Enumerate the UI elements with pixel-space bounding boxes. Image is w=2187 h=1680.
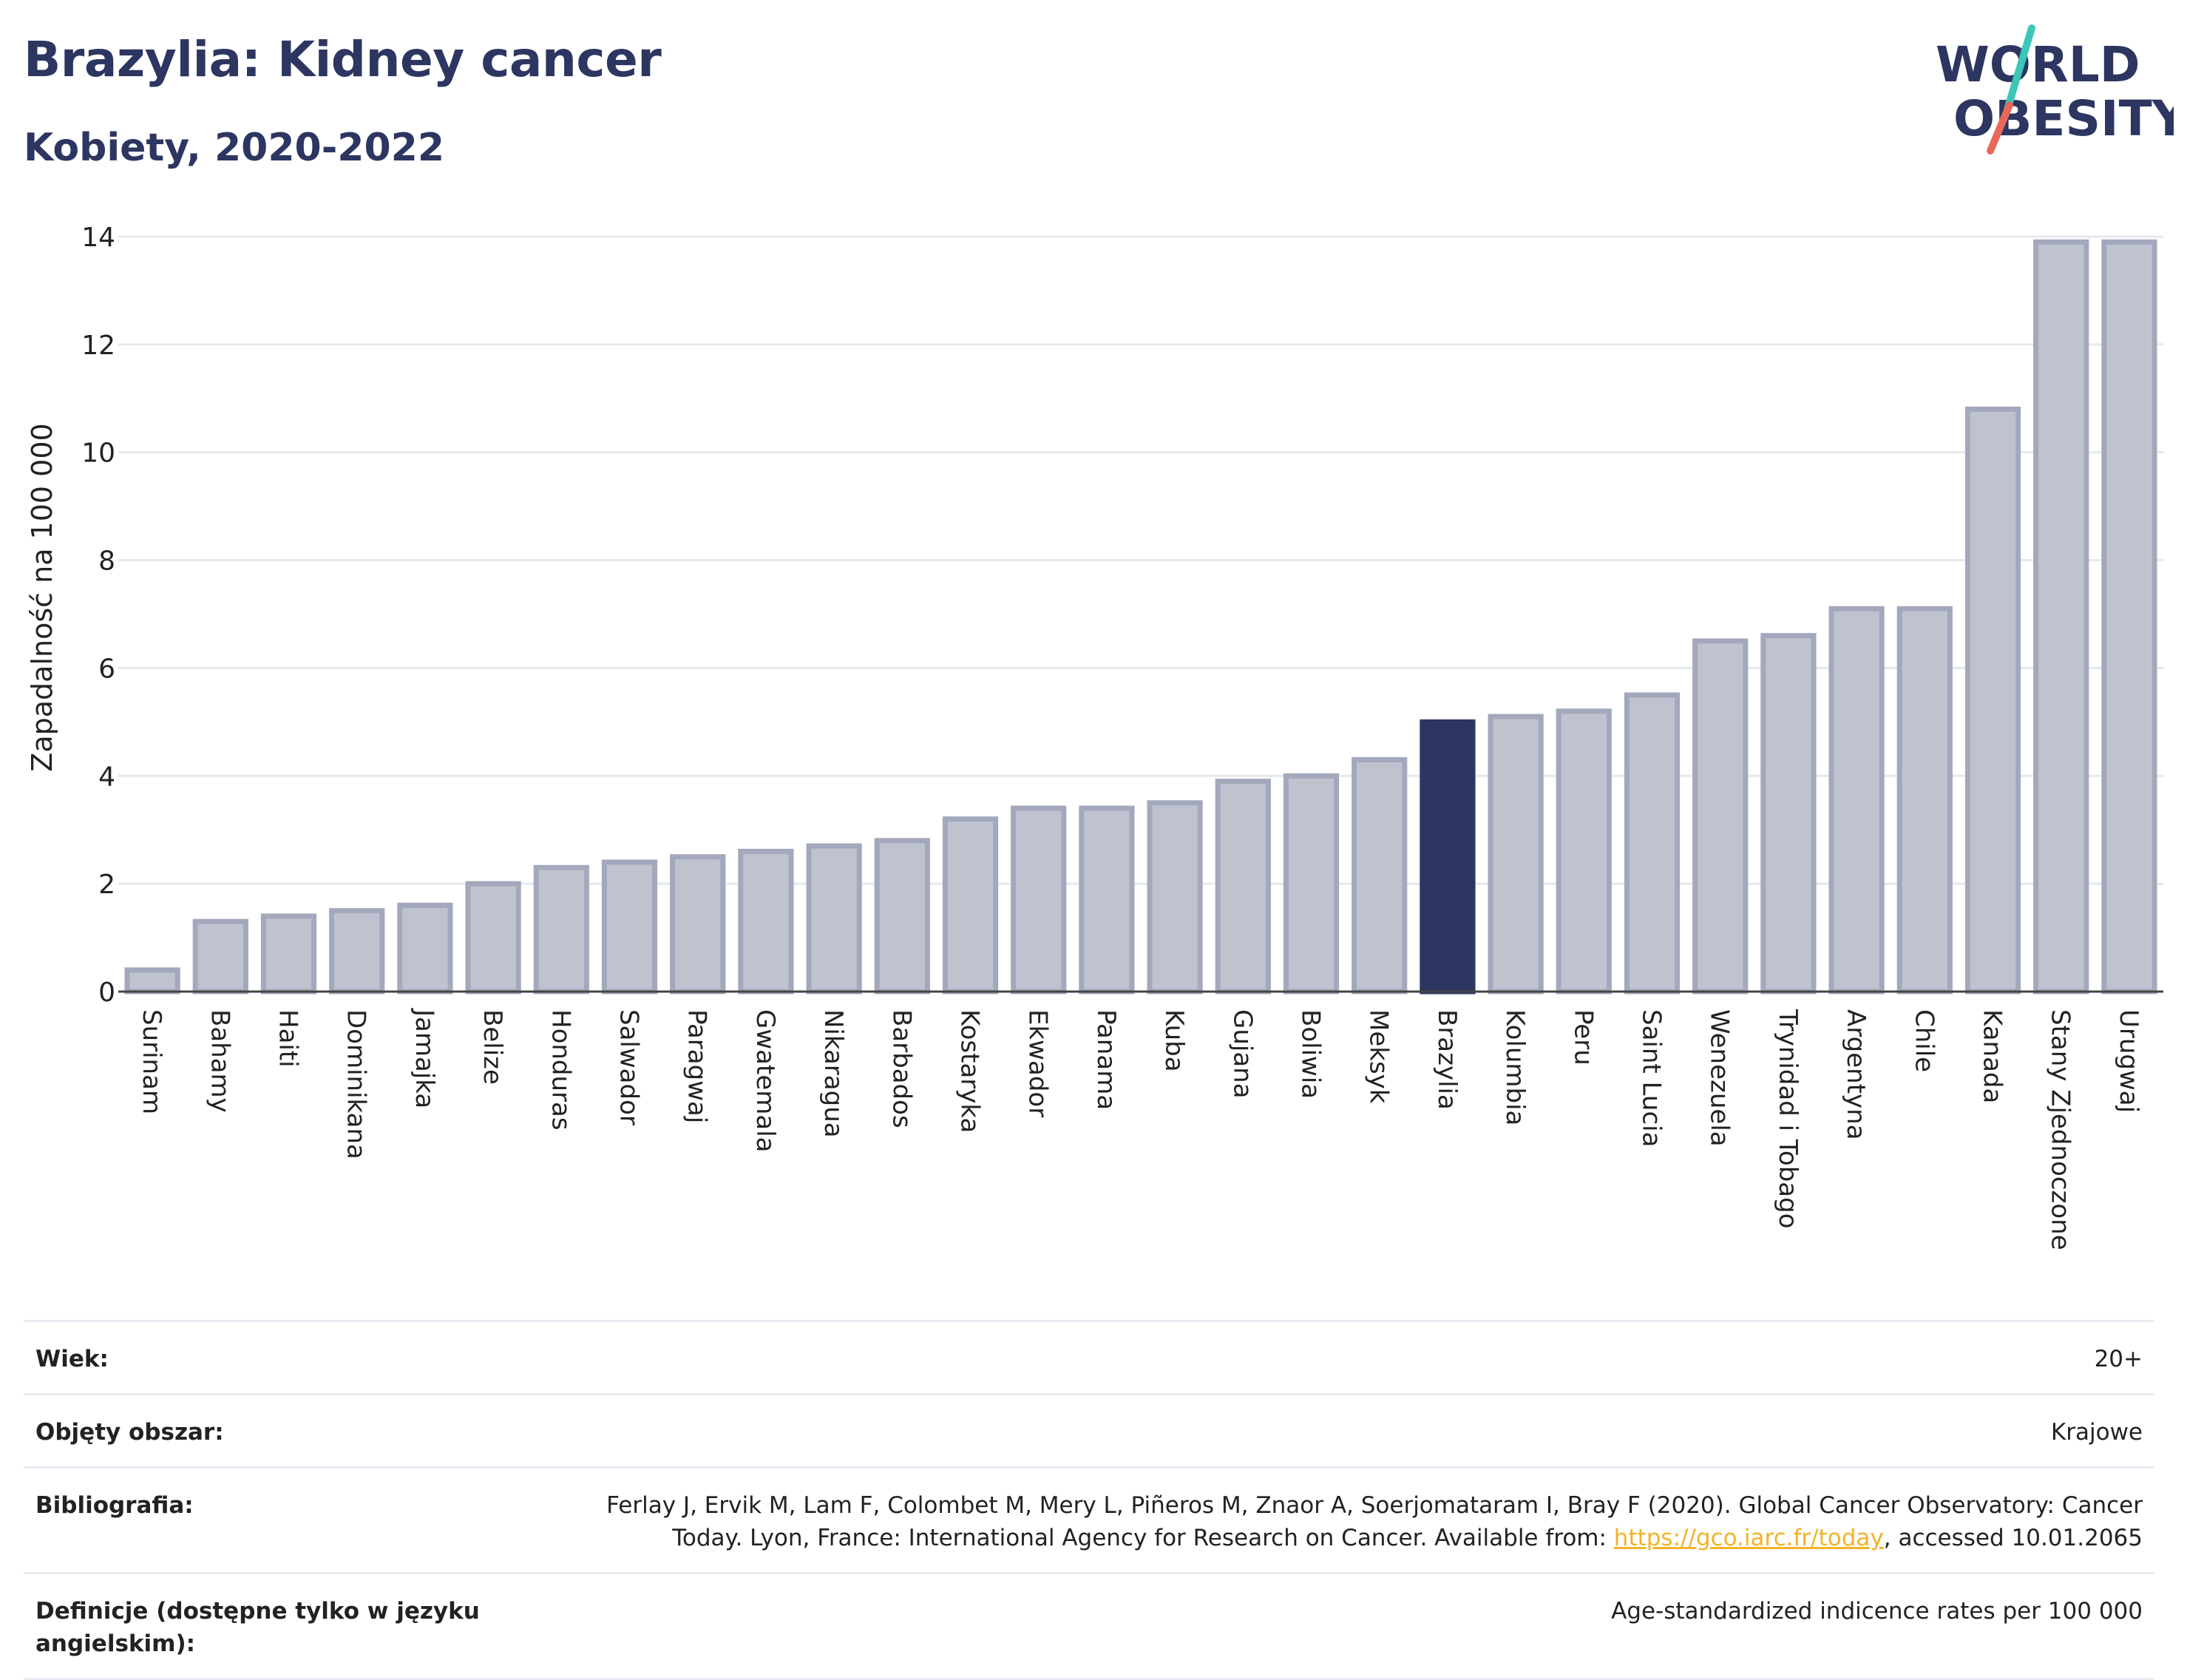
- x-tick-label: Argentyna: [1841, 1009, 1871, 1140]
- x-tick-label: Kostaryka: [955, 1009, 985, 1133]
- x-tick-label: Boliwia: [1296, 1009, 1326, 1099]
- info-row-bibliography: Bibliografia: Ferlay J, Ervik M, Lam F, …: [24, 1466, 2154, 1572]
- x-tick-label: Saint Lucia: [1637, 1009, 1666, 1147]
- x-tick-label: Urugwaj: [2114, 1009, 2143, 1113]
- y-tick-label: 14: [81, 223, 115, 253]
- x-tick-label: Gwatemala: [750, 1009, 780, 1152]
- info-key: Wiek:: [35, 1346, 109, 1372]
- x-tick-label: Ekwador: [1023, 1009, 1053, 1117]
- x-tick-label: Salwador: [614, 1009, 644, 1125]
- info-value: Age-standardized indicence rates per 100…: [1611, 1598, 2143, 1625]
- bar-peru[interactable]: [1556, 708, 1612, 995]
- x-tick-label: Kuba: [1159, 1009, 1189, 1072]
- x-tick-label: Dominikana: [342, 1009, 371, 1159]
- bar-saint-lucia[interactable]: [1624, 692, 1681, 995]
- bar-chile[interactable]: [1896, 606, 1953, 995]
- bar-stany-zjednoczone[interactable]: [2033, 239, 2089, 995]
- x-axis-tick-labels: Surinam Bahamy Haiti Dominikana Jamajka Beliz…: [137, 1008, 2143, 1250]
- bibliography-accessed: , accessed 10.01.2065: [1883, 1525, 2143, 1551]
- bibliography-text: Ferlay J, Ervik M, Lam F, Colombet M, Me…: [606, 1492, 2143, 1551]
- bar-urugwaj[interactable]: [2101, 239, 2157, 995]
- bar-gujana[interactable]: [1215, 779, 1271, 995]
- x-tick-label: Stany Zjednoczone: [2046, 1009, 2075, 1250]
- info-row-definitions: Definicje (dostępne tylko w języku angie…: [24, 1572, 2154, 1680]
- y-tick-label: 4: [98, 762, 115, 792]
- info-row-coverage: Objęty obszar: Krajowe: [24, 1393, 2154, 1466]
- info-value: Krajowe: [2050, 1419, 2143, 1446]
- y-axis-ticks: 0 2 4 6 8 10 12 14: [81, 223, 115, 1008]
- gridlines: [118, 235, 2163, 885]
- bar-meksyk[interactable]: [1352, 756, 1408, 995]
- bar-jamajka[interactable]: [397, 902, 453, 995]
- x-tick-label: Peru: [1568, 1009, 1598, 1066]
- info-key: Bibliografia:: [35, 1492, 194, 1519]
- bar-haiti[interactable]: [260, 913, 317, 995]
- x-tick-label: Brazylia: [1432, 1009, 1462, 1110]
- logo-slash-top: [2004, 24, 2035, 113]
- y-tick-label: 0: [98, 978, 115, 1008]
- bar-gwatemala[interactable]: [738, 848, 794, 995]
- y-tick-label: 2: [98, 870, 115, 900]
- bar-kostaryka[interactable]: [942, 816, 999, 995]
- bar-nikaragua[interactable]: [806, 843, 862, 995]
- bar-belize[interactable]: [465, 881, 521, 995]
- info-key: Definicje (dostępne tylko w języku angie…: [35, 1598, 480, 1657]
- bar-honduras[interactable]: [533, 864, 589, 995]
- world-obesity-logo: WORLD OBESITY: [1936, 24, 2174, 155]
- bar-barbados[interactable]: [874, 838, 930, 995]
- bar-wenezuela[interactable]: [1692, 638, 1749, 995]
- info-key: Objęty obszar:: [35, 1419, 224, 1446]
- x-tick-label: Barbados: [886, 1009, 916, 1128]
- x-tick-label: Chile: [1909, 1009, 1939, 1072]
- bar-kolumbia[interactable]: [1488, 714, 1544, 995]
- bibliography-link[interactable]: https://gco.iarc.fr/today: [1613, 1525, 1884, 1551]
- info-row-age: Wiek: 20+: [24, 1320, 2154, 1393]
- x-tick-label: Meksyk: [1364, 1009, 1394, 1104]
- logo-slash-bottom: [1987, 101, 2013, 155]
- info-value: Ferlay J, Ervik M, Lam F, Colombet M, Me…: [531, 1489, 2143, 1554]
- bar-brazylia[interactable]: [1420, 719, 1476, 995]
- x-tick-label: Honduras: [546, 1009, 575, 1131]
- x-tick-label: Gujana: [1227, 1009, 1257, 1099]
- x-tick-label: Kolumbia: [1500, 1009, 1530, 1125]
- info-value: 20+: [2094, 1346, 2143, 1372]
- x-tick-label: Wenezuela: [1705, 1009, 1735, 1147]
- x-tick-label: Panama: [1091, 1009, 1121, 1110]
- x-tick-label: Belize: [478, 1009, 507, 1085]
- x-tick-label: Kanada: [1978, 1009, 2007, 1103]
- chart-title: Brazylia: Kidney cancer: [24, 31, 662, 88]
- bar-kuba[interactable]: [1147, 800, 1203, 995]
- bar-trynidad-i-tobago[interactable]: [1760, 633, 1817, 995]
- logo-line2: OBESITY: [1953, 90, 2174, 147]
- bar-surinam[interactable]: [124, 967, 180, 995]
- bar-boliwia[interactable]: [1283, 773, 1340, 995]
- info-table: Wiek: 20+ Objęty obszar: Krajowe Bibliog…: [24, 1320, 2154, 1680]
- x-tick-label: Jamajka: [410, 1008, 439, 1108]
- logo-line1: WORLD: [1936, 36, 2140, 93]
- x-tick-label: Nikaragua: [818, 1009, 848, 1138]
- bar-paragwaj[interactable]: [670, 854, 726, 995]
- x-tick-label: Bahamy: [205, 1009, 234, 1113]
- x-tick-label: Haiti: [274, 1009, 303, 1068]
- x-tick-label: Paragwaj: [682, 1009, 712, 1123]
- y-tick-label: 6: [98, 654, 115, 684]
- bar-panama[interactable]: [1079, 805, 1135, 995]
- bar-chart: 0 2 4 6 8 10 12 14 Surinam Bahamy Haiti Dominikana…: [26, 223, 2163, 1250]
- bars: [124, 239, 2157, 995]
- bar-dominikana[interactable]: [329, 908, 385, 995]
- y-tick-label: 12: [81, 331, 115, 361]
- y-tick-label: 8: [98, 546, 115, 577]
- bar-ekwador[interactable]: [1011, 805, 1067, 995]
- bar-kanada[interactable]: [1964, 406, 2021, 995]
- x-tick-label: Surinam: [137, 1009, 166, 1114]
- y-tick-label: 10: [81, 438, 115, 469]
- bar-bahamy[interactable]: [192, 918, 248, 995]
- y-axis-label: Zapadalność na 100 000: [26, 423, 58, 771]
- bar-salwador[interactable]: [601, 859, 658, 995]
- chart-subtitle: Kobiety, 2020-2022: [24, 126, 445, 170]
- bar-argentyna[interactable]: [1828, 606, 1885, 995]
- x-tick-label: Trynidad i Tobago: [1773, 1009, 1803, 1229]
